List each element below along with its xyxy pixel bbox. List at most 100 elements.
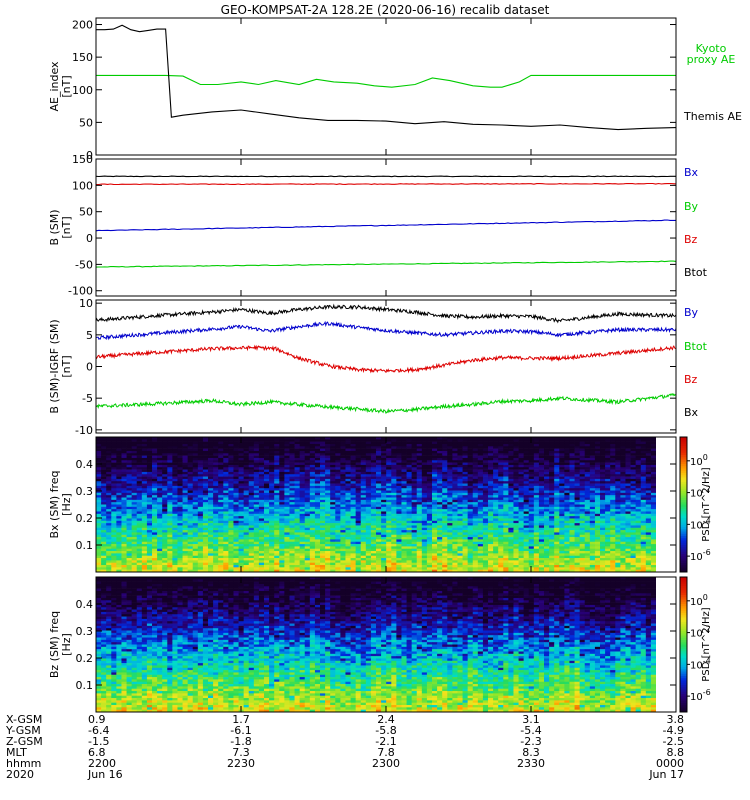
spectrogram-cell	[640, 476, 647, 480]
spectrogram-cell	[381, 443, 387, 447]
spectrogram-cell	[350, 448, 357, 452]
spectrogram-cell	[594, 441, 601, 445]
spectrogram-cell	[192, 504, 199, 508]
spectrogram-cell	[650, 520, 657, 524]
spectrogram-cell	[421, 502, 428, 505]
spectrogram-cell	[182, 443, 189, 447]
spectrogram-cell	[625, 464, 631, 468]
spectrogram-cell	[640, 457, 647, 461]
spectrogram-cell	[493, 504, 499, 508]
spectrogram-cell	[579, 488, 586, 491]
spectrogram-cell	[376, 497, 382, 501]
spectrogram-cell	[355, 511, 362, 515]
spectrogram-cell	[294, 478, 301, 482]
spectrogram-cell	[294, 504, 301, 508]
spectrogram-cell	[162, 527, 168, 531]
spectrogram-cell	[625, 478, 631, 482]
spectrogram-cell	[370, 504, 377, 508]
spectrogram-cell	[258, 537, 265, 540]
spectrogram-cell	[406, 534, 413, 538]
spectrogram-cell	[610, 455, 616, 459]
spectrogram-cell	[116, 530, 122, 533]
spectrogram-cell	[167, 446, 173, 449]
spectrogram-cell	[376, 469, 382, 473]
spectrogram-cell	[223, 539, 229, 543]
spectrogram-cell	[645, 471, 652, 475]
spectrogram-cell	[559, 509, 565, 512]
spectrogram-cell	[248, 481, 255, 484]
spectrogram-cell	[386, 460, 392, 463]
spectrogram-cell	[126, 441, 133, 445]
spectrogram-cell	[533, 457, 540, 461]
spectrogram-cell	[477, 511, 484, 515]
spectrogram-cell	[650, 499, 657, 503]
spectrogram-cell	[106, 509, 112, 512]
spectrogram-cell	[477, 437, 484, 440]
spectrogram-cell	[152, 516, 158, 519]
spectrogram-cell	[477, 453, 484, 456]
spectrogram-cell	[152, 502, 158, 505]
spectrogram-cell	[508, 525, 514, 529]
spectrogram-cell	[528, 467, 535, 470]
spectrogram-cell	[248, 537, 255, 540]
spectrogram-cell	[432, 502, 438, 505]
spectrogram-cell	[472, 462, 479, 466]
spectrogram-cell	[538, 476, 545, 480]
spectrogram-cell	[513, 495, 519, 498]
spectrogram-cell	[218, 474, 224, 477]
spectrogram-cell	[258, 467, 265, 470]
spectrogram-cell	[309, 476, 316, 480]
spectrogram-cell	[584, 504, 591, 508]
spectrogram-cell	[335, 462, 341, 466]
spectrogram-cell	[136, 511, 143, 515]
spectrogram-cell	[162, 506, 168, 510]
spectrogram-cell	[320, 481, 326, 484]
spectrogram-cell	[126, 485, 133, 489]
spectrogram-cell	[432, 530, 438, 533]
spectrogram-cell	[396, 469, 402, 473]
spectrogram-cell	[202, 499, 209, 503]
spectrogram-cell	[141, 530, 148, 533]
spectrogram-cell	[579, 492, 586, 496]
spectrogram-cell	[386, 469, 392, 473]
spectrogram-cell	[477, 525, 484, 529]
spectrogram-cell	[314, 502, 321, 505]
spectrogram-cell	[314, 495, 321, 498]
spectrogram-cell	[228, 488, 234, 491]
spectrogram-cell	[421, 485, 428, 489]
spectrogram-cell	[432, 471, 438, 475]
spectrogram-cell	[559, 527, 565, 531]
spectrogram-cell	[177, 518, 183, 522]
spectrogram-cell	[462, 450, 469, 454]
spectrogram-cell	[146, 476, 153, 480]
spectrogram-cell	[340, 455, 346, 459]
spectrogram-cell	[508, 443, 514, 447]
spectrogram-cell	[416, 443, 423, 447]
spectrogram-cell	[615, 437, 621, 440]
spectrogram-cell	[538, 537, 545, 540]
spectrogram-cell	[574, 439, 581, 442]
spectrogram-cell	[538, 471, 545, 475]
spectrogram-cell	[355, 495, 362, 498]
spectrogram-cell	[258, 446, 265, 449]
spectrogram-cell	[299, 537, 306, 540]
spectrogram-cell	[457, 483, 463, 487]
spectrogram-cell	[462, 513, 469, 517]
spectrogram-cell	[605, 476, 611, 480]
spectrogram-cell	[426, 525, 433, 529]
spectrogram-cell	[584, 523, 591, 526]
spectrogram-cell	[208, 534, 214, 538]
spectrogram-cell	[269, 518, 275, 522]
spectrogram-cell	[350, 523, 357, 526]
spectrogram-cell	[391, 443, 397, 447]
spectrogram-cell	[635, 441, 642, 445]
spectrogram-cell	[538, 492, 545, 496]
spectrogram-cell	[640, 464, 647, 468]
spectrogram-cell	[146, 460, 153, 463]
spectrogram-cell	[396, 516, 402, 519]
spectrogram-cell	[447, 530, 453, 533]
spectrogram-cell	[340, 474, 346, 477]
spectrogram-cell	[360, 478, 367, 482]
spectrogram-cell	[320, 469, 326, 473]
spectrogram-cell	[248, 492, 255, 496]
